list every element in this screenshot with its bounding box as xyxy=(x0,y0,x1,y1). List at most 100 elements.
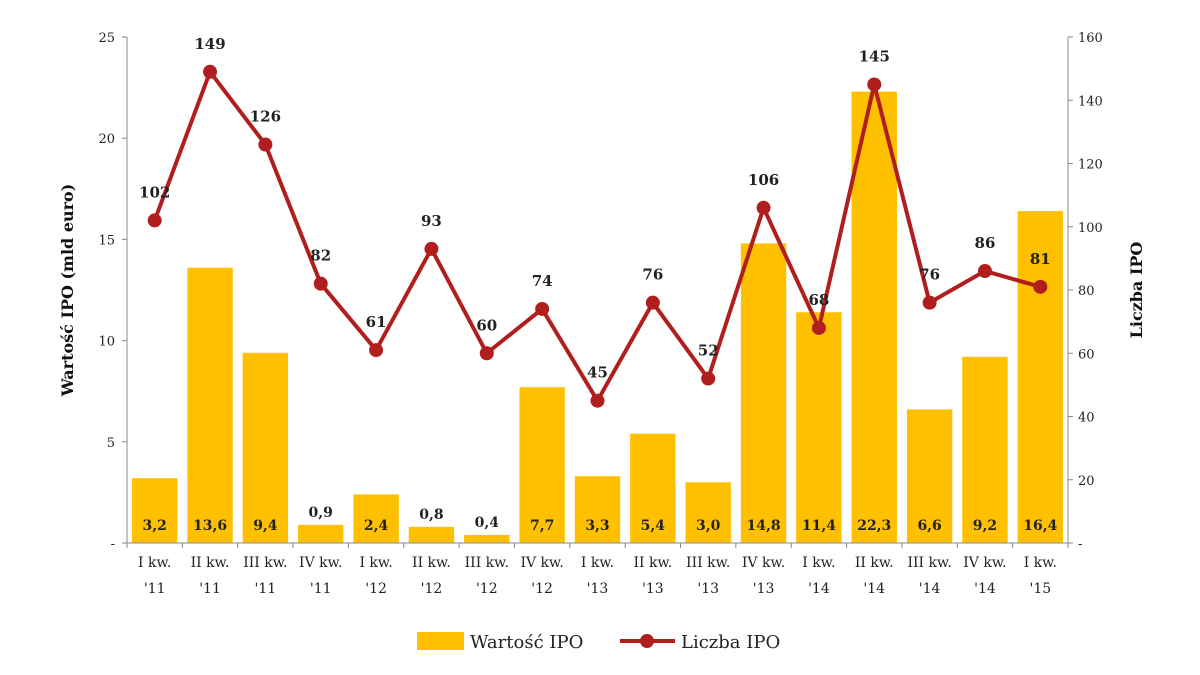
bar-value-label: 9,2 xyxy=(973,518,997,534)
x-tick-label-year: '12 xyxy=(421,581,443,597)
y-axis-right-title: Liczba IPO xyxy=(1127,242,1146,339)
bar-value-label: 6,6 xyxy=(917,518,941,534)
line-point xyxy=(977,264,992,279)
bar xyxy=(796,312,842,543)
bar-value-label: 0,9 xyxy=(309,505,333,521)
line-value-label: 149 xyxy=(194,35,225,53)
y-right-tick-label: 20 xyxy=(1078,474,1095,489)
x-tick-label-year: '12 xyxy=(476,581,498,597)
line-point xyxy=(479,346,494,361)
x-tick-label-year: '11 xyxy=(199,581,221,597)
x-tick-label-year: '14 xyxy=(974,581,996,597)
bar xyxy=(574,476,621,543)
bar-value-label: 5,4 xyxy=(641,518,666,534)
bar xyxy=(242,352,289,543)
line-point xyxy=(811,320,826,335)
x-tick-label-year: '11 xyxy=(310,581,332,597)
bar xyxy=(851,91,897,543)
x-tick-label: II kw. xyxy=(412,555,451,571)
legend-swatch-bar xyxy=(417,632,464,650)
line-value-label: 106 xyxy=(748,171,779,189)
line-value-label: 68 xyxy=(808,291,829,309)
line-value-label: 82 xyxy=(310,247,331,265)
x-tick-label: I kw. xyxy=(802,555,835,571)
y-left-tick-label: 20 xyxy=(98,132,115,147)
y-left-tick-label: 15 xyxy=(98,233,115,248)
bar-value-label: 3,2 xyxy=(142,518,166,534)
x-tick-label: IV kw. xyxy=(742,555,785,571)
bar xyxy=(408,526,455,543)
x-tick-label-year: '12 xyxy=(531,581,553,597)
line-path xyxy=(152,69,1041,403)
bar-value-label: 13,6 xyxy=(193,518,227,534)
axes: - 5 10 15 20 25 - 20 40 60 80 100 120 140 160 I kw. '11 I… xyxy=(98,31,1102,597)
bar-value-label: 11,4 xyxy=(802,518,836,534)
line-point xyxy=(535,301,550,316)
x-tick-label-year: '15 xyxy=(1029,581,1051,597)
line-point xyxy=(147,213,162,228)
line-value-label: 76 xyxy=(919,266,940,284)
bar xyxy=(353,494,399,543)
x-tick-label-year: '14 xyxy=(808,581,830,597)
legend-label-bar: Wartość IPO xyxy=(470,632,583,653)
line-value-label: 102 xyxy=(139,183,170,201)
line-value-label: 145 xyxy=(859,47,890,65)
y-left-tick-label: 5 xyxy=(107,436,115,451)
line-point xyxy=(645,295,660,310)
y-left-tick-label: - xyxy=(111,537,115,552)
line-point xyxy=(258,137,273,152)
line-value-label: 61 xyxy=(366,313,387,331)
bar-value-label: 16,4 xyxy=(1023,518,1057,534)
x-tick-label: I kw. xyxy=(138,555,171,571)
bar xyxy=(906,409,953,543)
y-right-tick-label: 40 xyxy=(1078,411,1095,426)
line-value-label: 45 xyxy=(587,364,608,382)
x-tick-label: I kw. xyxy=(359,555,392,571)
bar-value-label: 0,8 xyxy=(419,507,443,523)
line-value-label: 76 xyxy=(642,266,663,284)
x-tick-label: III kw. xyxy=(686,555,730,571)
line-point xyxy=(867,77,882,92)
x-tick-label-year: '13 xyxy=(587,581,609,597)
bar-value-label: 22,3 xyxy=(857,518,891,534)
line-value-label: 60 xyxy=(476,316,497,334)
bar xyxy=(1017,211,1064,543)
bar-value-label: 14,8 xyxy=(747,518,781,534)
line-point xyxy=(701,371,716,386)
bar xyxy=(962,356,1008,543)
y-right-tick-label: - xyxy=(1078,537,1082,552)
bar xyxy=(464,534,510,543)
bar xyxy=(298,524,344,543)
y-right-tick-label: 100 xyxy=(1078,221,1103,236)
legend: Wartość IPO Liczba IPO xyxy=(417,632,780,653)
bar xyxy=(519,387,565,543)
y-left-tick-label: 10 xyxy=(98,335,115,350)
bar xyxy=(131,478,178,543)
line-point xyxy=(424,241,439,256)
line-value-label: 86 xyxy=(975,234,996,252)
line-point xyxy=(922,295,937,310)
line-value-label: 81 xyxy=(1030,250,1051,268)
y-right-tick-label: 140 xyxy=(1078,94,1103,109)
x-tick-label-year: '11 xyxy=(255,581,277,597)
line-value-label: 126 xyxy=(250,108,281,126)
line-point xyxy=(313,276,328,291)
x-tick-label-year: '11 xyxy=(144,581,166,597)
line-series xyxy=(147,64,1048,408)
y-axis-left-title: Wartość IPO (mld euro) xyxy=(58,184,77,398)
bar xyxy=(187,267,233,543)
y-right-tick-label: 60 xyxy=(1078,347,1095,362)
x-tick-label-year: '13 xyxy=(753,581,775,597)
line-point xyxy=(1033,279,1048,294)
legend-label-line: Liczba IPO xyxy=(681,632,780,653)
y-right-tick-label: 160 xyxy=(1078,31,1103,46)
bar-value-label: 0,4 xyxy=(475,515,500,531)
y-left-tick-label: 25 xyxy=(98,31,115,46)
x-tick-label: III kw. xyxy=(243,555,287,571)
line-point xyxy=(369,343,384,358)
bar-value-label: 3,0 xyxy=(696,518,721,534)
x-tick-label-year: '13 xyxy=(697,581,719,597)
data-labels: 3,2 13,6 9,4 0,9 2,4 0,8 0,4 7,7 3,3 5,4 3,0 14,8 11… xyxy=(139,35,1058,534)
bar xyxy=(685,482,731,543)
